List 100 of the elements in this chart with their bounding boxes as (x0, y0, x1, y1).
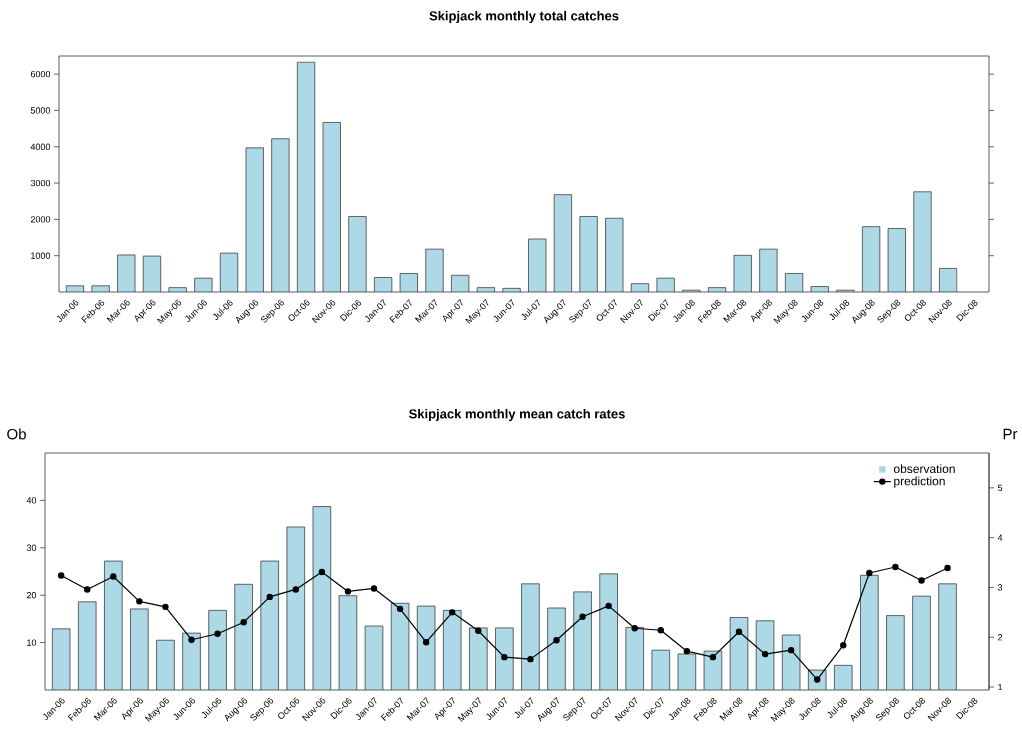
y-tick-label: 3000 (30, 179, 51, 187)
bar (313, 506, 331, 690)
y-tick-label: 30 (26, 544, 37, 551)
point (944, 564, 951, 572)
bar (425, 248, 444, 292)
y2-tick-label: 5 (997, 484, 1003, 491)
bar (182, 633, 201, 690)
bar (194, 277, 213, 292)
bar (451, 274, 470, 292)
point (605, 602, 612, 610)
point (631, 625, 638, 632)
point (344, 588, 352, 595)
y2-tick-label: 3 (997, 584, 1003, 591)
bar (117, 254, 136, 292)
point (501, 653, 508, 661)
point (214, 630, 221, 637)
bar (861, 226, 881, 292)
point (162, 603, 169, 611)
bar (599, 573, 618, 690)
bar (521, 583, 540, 690)
bar (630, 283, 650, 292)
chart-title: Skipjack monthly mean catch rates (409, 408, 625, 422)
point (657, 627, 664, 634)
y-tick-label: 6000 (30, 70, 51, 78)
bar (142, 255, 162, 292)
point (866, 569, 873, 577)
y2-axis-title: Pr (1003, 428, 1018, 440)
bar (130, 608, 149, 690)
bar (322, 122, 341, 292)
point (475, 627, 482, 634)
bar (886, 615, 905, 690)
point (918, 577, 925, 584)
point (422, 639, 430, 646)
bar (733, 254, 752, 292)
y-tick-label: 5000 (30, 107, 51, 114)
bar (234, 584, 253, 690)
point (396, 605, 404, 613)
y2-tick-label: 2 (998, 634, 1003, 641)
bar (938, 583, 957, 690)
bar (271, 138, 290, 292)
point (110, 573, 117, 580)
point (840, 641, 847, 649)
point (579, 613, 586, 621)
point (240, 619, 247, 626)
bar (296, 61, 316, 292)
y-tick-label: 10 (27, 639, 37, 646)
point (892, 563, 899, 571)
bar (528, 238, 547, 292)
bar (759, 248, 778, 292)
point (84, 586, 91, 593)
bar (810, 286, 829, 292)
bar (784, 273, 804, 292)
bar (887, 228, 906, 292)
bar (656, 277, 675, 292)
y-tick-label: 20 (26, 592, 37, 599)
y-tick-label: 1000 (31, 252, 51, 259)
point (553, 637, 560, 644)
y-tick-label: 4000 (30, 143, 51, 150)
y-axis-title: Ob (7, 428, 26, 440)
point (449, 609, 456, 616)
bar (168, 287, 187, 292)
bar (208, 610, 227, 690)
bar (91, 285, 110, 292)
chart-title: Skipjack monthly total catches (429, 10, 619, 24)
bar (374, 277, 393, 292)
y2-tick-label: 1 (998, 683, 1003, 691)
bar (219, 252, 239, 292)
bar (469, 627, 488, 690)
legend-label: prediction (894, 476, 945, 488)
bar (245, 147, 264, 292)
point (761, 650, 769, 658)
point (735, 628, 743, 635)
y2-tick-label: 4 (997, 534, 1003, 541)
bar (156, 640, 175, 690)
y-tick-label: 2000 (30, 216, 51, 223)
bar (912, 596, 931, 690)
bar (348, 216, 367, 292)
point (292, 586, 299, 593)
point (188, 636, 195, 643)
bar (260, 561, 279, 690)
bar (104, 561, 123, 690)
bar (502, 287, 521, 292)
legend-label: observation (893, 464, 955, 474)
bar (547, 608, 566, 690)
bar (579, 216, 598, 292)
point (136, 598, 143, 605)
point (787, 646, 795, 654)
bar (286, 526, 305, 690)
bar (605, 217, 624, 292)
point (683, 647, 691, 655)
bar (553, 194, 573, 292)
bar (476, 287, 495, 292)
bar (399, 273, 418, 292)
point (318, 568, 326, 576)
y-tick-label: 40 (26, 497, 37, 504)
point (527, 655, 534, 663)
bar (65, 285, 85, 292)
bar (495, 627, 514, 690)
bar (860, 575, 879, 690)
point (266, 593, 273, 601)
